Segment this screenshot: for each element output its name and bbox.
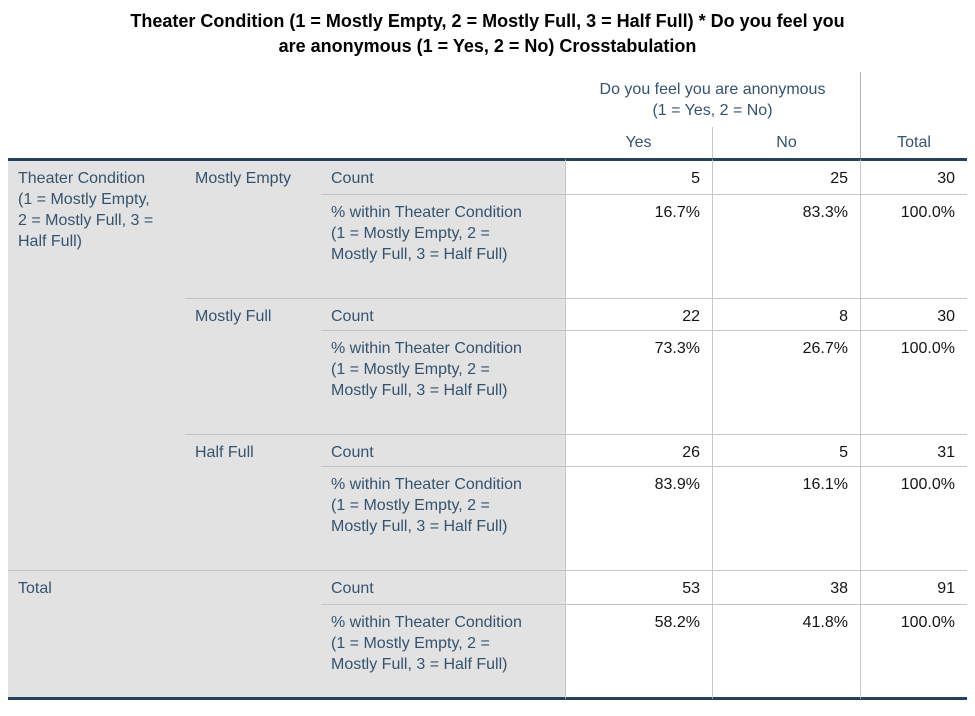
stat-label-count-mostly-empty: Count: [321, 158, 565, 194]
cell-total-pct-total: 100.0%: [860, 604, 967, 700]
category-half-full: Half Full: [185, 434, 321, 570]
cell-mostly-empty-count-no: 25: [712, 158, 860, 194]
cell-half-full-pct-no: 16.1%: [712, 466, 860, 570]
cell-mostly-empty-count-yes: 5: [565, 158, 712, 194]
column-group-header: Do you feel you are anonymous (1 = Yes, …: [565, 72, 860, 127]
crosstab-table: Do you feel you are anonymous (1 = Yes, …: [8, 72, 967, 700]
cell-mostly-empty-pct-total: 100.0%: [860, 194, 967, 298]
stat-label-count-total: Count: [321, 570, 565, 604]
cell-half-full-count-no: 5: [712, 434, 860, 466]
stat-label-pct-half-full: % within Theater Condition (1 = Mostly E…: [321, 466, 565, 570]
stat-label-pct-mostly-empty-text: % within Theater Condition (1 = Mostly E…: [331, 204, 522, 263]
cell-half-full-count-total: 31: [860, 434, 967, 466]
stat-label-pct-mostly-full-text: % within Theater Condition (1 = Mostly E…: [331, 340, 522, 399]
column-group-header-text: Do you feel you are anonymous (1 = Yes, …: [599, 81, 826, 119]
cell-total-pct-no: 41.8%: [712, 604, 860, 700]
category-total: Total: [8, 570, 321, 700]
cell-mostly-full-count-yes: 22: [565, 298, 712, 330]
cell-mostly-full-count-total: 30: [860, 298, 967, 330]
cell-half-full-count-yes: 26: [565, 434, 712, 466]
cell-mostly-empty-pct-no: 83.3%: [712, 194, 860, 298]
cell-mostly-full-pct-yes: 73.3%: [565, 330, 712, 434]
table-title-line2: are anonymous (1 = Yes, 2 = No) Crosstab…: [278, 36, 697, 56]
stat-label-pct-total-text: % within Theater Condition (1 = Mostly E…: [331, 614, 522, 673]
stat-label-pct-half-full-text: % within Theater Condition (1 = Mostly E…: [331, 476, 522, 535]
column-header-total: Total: [860, 127, 967, 158]
cell-mostly-empty-count-total: 30: [860, 158, 967, 194]
stat-label-pct-mostly-full: % within Theater Condition (1 = Mostly E…: [321, 330, 565, 434]
row-variable-label: Theater Condition (1 = Mostly Empty, 2 =…: [8, 158, 185, 570]
table-title: Theater Condition (1 = Mostly Empty, 2 =…: [0, 9, 975, 59]
cell-mostly-full-pct-total: 100.0%: [860, 330, 967, 434]
header-spacer: [8, 72, 565, 158]
cell-mostly-empty-pct-yes: 16.7%: [565, 194, 712, 298]
stat-label-count-mostly-full: Count: [321, 298, 565, 330]
category-mostly-full: Mostly Full: [185, 298, 321, 434]
cell-total-pct-yes: 58.2%: [565, 604, 712, 700]
row-variable-label-text: Theater Condition (1 = Mostly Empty, 2 =…: [18, 170, 154, 250]
cell-total-count-total: 91: [860, 570, 967, 604]
cell-half-full-pct-total: 100.0%: [860, 466, 967, 570]
stat-label-pct-total: % within Theater Condition (1 = Mostly E…: [321, 604, 565, 700]
total-column-header-spacer: [860, 72, 967, 127]
cell-mostly-full-pct-no: 26.7%: [712, 330, 860, 434]
cell-total-count-yes: 53: [565, 570, 712, 604]
column-header-no: No: [712, 127, 860, 158]
cell-mostly-full-count-no: 8: [712, 298, 860, 330]
stat-label-count-half-full: Count: [321, 434, 565, 466]
cell-total-count-no: 38: [712, 570, 860, 604]
table-title-line1: Theater Condition (1 = Mostly Empty, 2 =…: [130, 11, 845, 31]
stat-label-pct-mostly-empty: % within Theater Condition (1 = Mostly E…: [321, 194, 565, 298]
category-mostly-empty: Mostly Empty: [185, 158, 321, 298]
cell-half-full-pct-yes: 83.9%: [565, 466, 712, 570]
column-header-yes: Yes: [625, 134, 652, 151]
